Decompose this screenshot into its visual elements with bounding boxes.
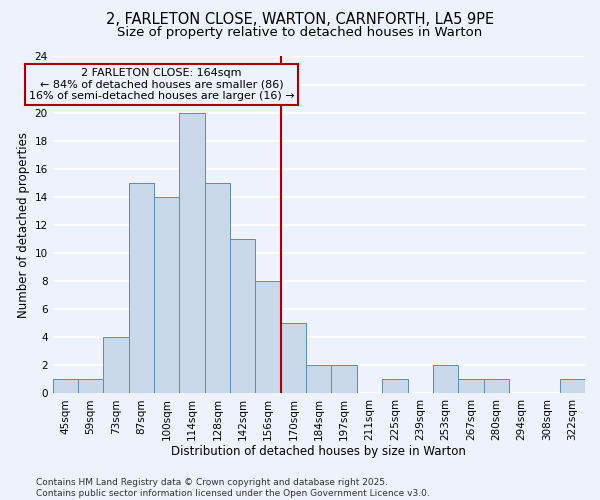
Bar [53,380,78,394]
X-axis label: Distribution of detached houses by size in Warton: Distribution of detached houses by size … [172,444,466,458]
Text: 2, FARLETON CLOSE, WARTON, CARNFORTH, LA5 9PE: 2, FARLETON CLOSE, WARTON, CARNFORTH, LA… [106,12,494,28]
Bar [128,183,154,394]
Bar [433,366,458,394]
Y-axis label: Number of detached properties: Number of detached properties [17,132,31,318]
Bar [230,239,256,394]
Bar [154,197,179,394]
Bar [256,281,281,394]
Text: Size of property relative to detached houses in Warton: Size of property relative to detached ho… [118,26,482,39]
Bar [560,380,585,394]
Bar [205,183,230,394]
Bar [281,323,306,394]
Bar [458,380,484,394]
Bar [382,380,407,394]
Bar [331,366,357,394]
Bar [78,380,103,394]
Text: 2 FARLETON CLOSE: 164sqm
← 84% of detached houses are smaller (86)
16% of semi-d: 2 FARLETON CLOSE: 164sqm ← 84% of detach… [29,68,295,101]
Bar [306,366,331,394]
Bar [484,380,509,394]
Bar [103,337,128,394]
Text: Contains HM Land Registry data © Crown copyright and database right 2025.
Contai: Contains HM Land Registry data © Crown c… [36,478,430,498]
Bar [179,112,205,394]
